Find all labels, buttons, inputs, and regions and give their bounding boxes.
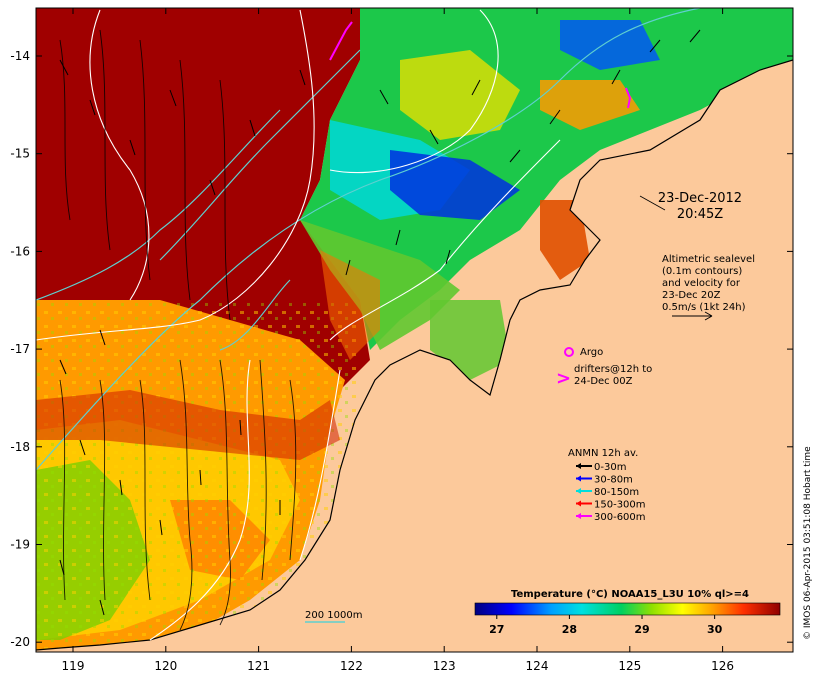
lon-tick-label: 124 [526,659,549,673]
lon-tick-label: 126 [711,659,734,673]
anmn-legend-item: 30-80m [576,475,633,486]
colorbar-ticks: 27 28 29 30 [489,615,723,636]
blue-patch [390,150,520,220]
colorbar-tick-label: 30 [707,623,723,636]
colorbar [474,602,781,616]
coastal-orange [540,200,590,280]
colorbar-tick-label: 29 [634,623,649,636]
lat-tick-label: -20 [10,635,30,649]
svg-text:Altimetric sealevel: Altimetric sealevel [662,254,755,265]
colorbar-tick-label: 27 [489,623,504,636]
lat-tick-label: -18 [10,440,30,454]
sst-field [36,8,793,652]
anmn-legend-item: 150-300m [576,500,646,511]
southern-red-band [36,390,340,460]
isobath-legend-label: 200 1000m [305,610,362,621]
lon-tick-label: 121 [247,659,270,673]
anmn-legend-label: 150-300m [594,500,646,511]
lon-tick-label: 122 [340,659,363,673]
anmn-legend-label: 80-150m [594,487,639,498]
land-mass [36,60,793,652]
cool-yellow-patch [400,50,520,140]
anmn-title: ANMN 12h av. [568,448,638,459]
drifters-label-1: drifters@12h to [574,364,652,375]
orange-belt [320,250,380,360]
lat-tick-label: -19 [10,538,30,552]
scale-arrow [672,311,713,321]
anmn-legend-item: 0-30m [576,462,626,473]
isobath-lines [36,8,701,471]
lat-tick-label: -14 [10,49,30,63]
map-time: 20:45Z [677,207,723,222]
latitude-axis: -14 -15 -16 -17 -18 -19 -20 [10,49,793,649]
map-date: 23-Dec-2012 [658,191,742,206]
longitude-axis: 119 120 121 122 123 124 125 126 [62,8,734,673]
argo-label: Argo [580,347,603,358]
lat-tick-label: -16 [10,244,30,258]
colorbar-tick-label: 28 [562,623,577,636]
lon-tick-label: 123 [433,659,456,673]
plot-frame [35,7,794,653]
drifter-chevron-icon: > [556,368,571,389]
lat-tick-label: -17 [10,342,30,356]
velocity-arrows [59,29,701,616]
svg-text:0.5m/s (1kt 24h): 0.5m/s (1kt 24h) [662,302,746,313]
svg-text:23-Dec 20Z: 23-Dec 20Z [662,290,721,301]
altimetry-note: Altimetric sealevel (0.1m contours) and … [662,254,755,313]
drifters-label-2: 24-Dec 00Z [574,376,633,387]
velocity-streamlines [59,29,297,631]
anmn-legend-label: 30-80m [594,475,633,486]
anmn-legend-item: 300-600m [576,512,646,523]
sealevel-contours [36,9,561,641]
svg-text:(0.1m contours): (0.1m contours) [662,266,742,277]
lon-tick-label: 125 [618,659,641,673]
anmn-legend-item: 80-150m [576,487,639,498]
orange-patch-ne [540,80,640,130]
anmn-legend-label: 300-600m [594,512,646,523]
anmn-legend-label: 0-30m [594,462,626,473]
credit-text: © IMOS 06-Apr-2015 03:51:08 Hobart time [803,446,813,640]
argo-marker-icon [564,347,574,357]
date-pointer [639,195,666,211]
lon-tick-label: 120 [154,659,177,673]
coastline [36,59,793,651]
drifter-tracks [329,21,632,109]
svg-text:and velocity for: and velocity for [662,278,741,289]
colorbar-title: Temperature (°C) NOAA15_L3U 10% ql>=4 [511,589,749,600]
lat-tick-label: -15 [10,147,30,161]
lon-tick-label: 119 [62,659,85,673]
